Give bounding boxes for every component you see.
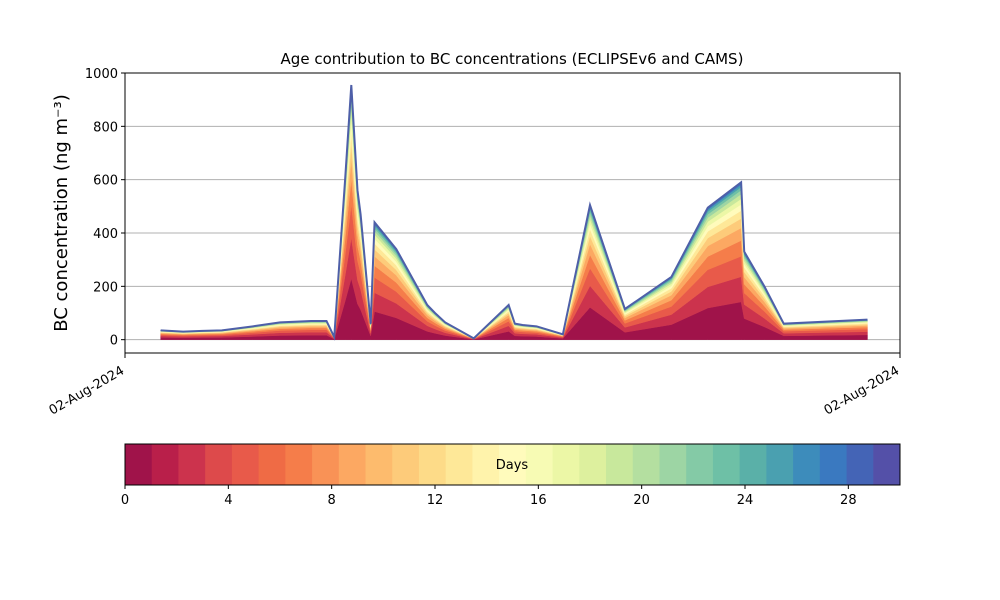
colorbar-tick-label: 28 bbox=[840, 493, 857, 508]
colorbar-cell bbox=[312, 444, 340, 485]
colorbar-cell bbox=[365, 444, 393, 485]
colorbar-cell bbox=[472, 444, 500, 485]
y-tick-label: 600 bbox=[93, 174, 118, 189]
colorbar: Days 0 4 8 12 16 20 24 28 bbox=[121, 443, 901, 508]
y-tick-label: 400 bbox=[93, 227, 118, 242]
colorbar-cell bbox=[285, 444, 313, 485]
colorbar-cells bbox=[125, 444, 901, 485]
colorbar-cell bbox=[151, 444, 179, 485]
colorbar-tick-label: 24 bbox=[737, 493, 754, 508]
colorbar-cell bbox=[712, 444, 741, 485]
x-tick-label: 02-Aug-2024 bbox=[822, 363, 902, 418]
colorbar-cell bbox=[873, 444, 901, 485]
colorbar-cell bbox=[579, 444, 607, 485]
colorbar-cell bbox=[418, 444, 447, 485]
gridlines bbox=[125, 72, 900, 341]
y-axis-ticks: 0 200 400 600 800 1000 bbox=[85, 67, 125, 349]
x-axis-ticks: 02-Aug-2024 02-Aug-2024 bbox=[47, 353, 902, 419]
colorbar-cell bbox=[392, 444, 420, 485]
y-tick-label: 1000 bbox=[85, 67, 118, 82]
colorbar-tick-label: 20 bbox=[633, 493, 650, 508]
colorbar-cell bbox=[739, 444, 767, 485]
colorbar-tick-label: 16 bbox=[530, 493, 547, 508]
colorbar-cell bbox=[793, 444, 821, 485]
colorbar-cell bbox=[125, 444, 153, 485]
area-layers bbox=[160, 84, 868, 340]
total-line bbox=[160, 84, 868, 341]
colorbar-cell bbox=[846, 444, 874, 485]
colorbar-cell bbox=[525, 444, 554, 485]
x-tick-label: 02-Aug-2024 bbox=[47, 363, 127, 418]
y-tick-label: 200 bbox=[93, 280, 118, 295]
colorbar-tick-label: 12 bbox=[427, 493, 444, 508]
colorbar-tick-label: 4 bbox=[224, 493, 232, 508]
y-axis-label: BC concentration (ng m⁻³) bbox=[51, 94, 72, 332]
plot-frame bbox=[124, 72, 901, 354]
colorbar-cell bbox=[766, 444, 794, 485]
colorbar-cell bbox=[231, 444, 260, 485]
colorbar-frame bbox=[124, 443, 901, 486]
colorbar-cell bbox=[445, 444, 473, 485]
colorbar-cell bbox=[258, 444, 286, 485]
colorbar-cell bbox=[338, 444, 367, 485]
y-tick-label: 800 bbox=[93, 120, 118, 135]
colorbar-cell bbox=[499, 444, 527, 485]
colorbar-cell bbox=[606, 444, 634, 485]
colorbar-cell bbox=[178, 444, 206, 485]
colorbar-cell bbox=[659, 444, 687, 485]
y-tick-label: 0 bbox=[110, 334, 118, 349]
colorbar-ticks: 0 4 8 12 16 20 24 28 bbox=[121, 485, 857, 508]
total-outline bbox=[160, 84, 868, 341]
colorbar-tick-label: 0 bbox=[121, 493, 129, 508]
colorbar-cell bbox=[686, 444, 714, 485]
chart-title: Age contribution to BC concentrations (E… bbox=[281, 50, 744, 68]
colorbar-cell bbox=[205, 444, 233, 485]
colorbar-cell bbox=[819, 444, 848, 485]
colorbar-label: Days bbox=[496, 458, 529, 473]
colorbar-cell bbox=[552, 444, 580, 485]
plot-area: 0 200 400 600 800 1000 02-Aug-2024 02-Aug-2024 bbox=[47, 67, 902, 419]
colorbar-tick-label: 8 bbox=[328, 493, 336, 508]
colorbar-cell bbox=[632, 444, 660, 485]
